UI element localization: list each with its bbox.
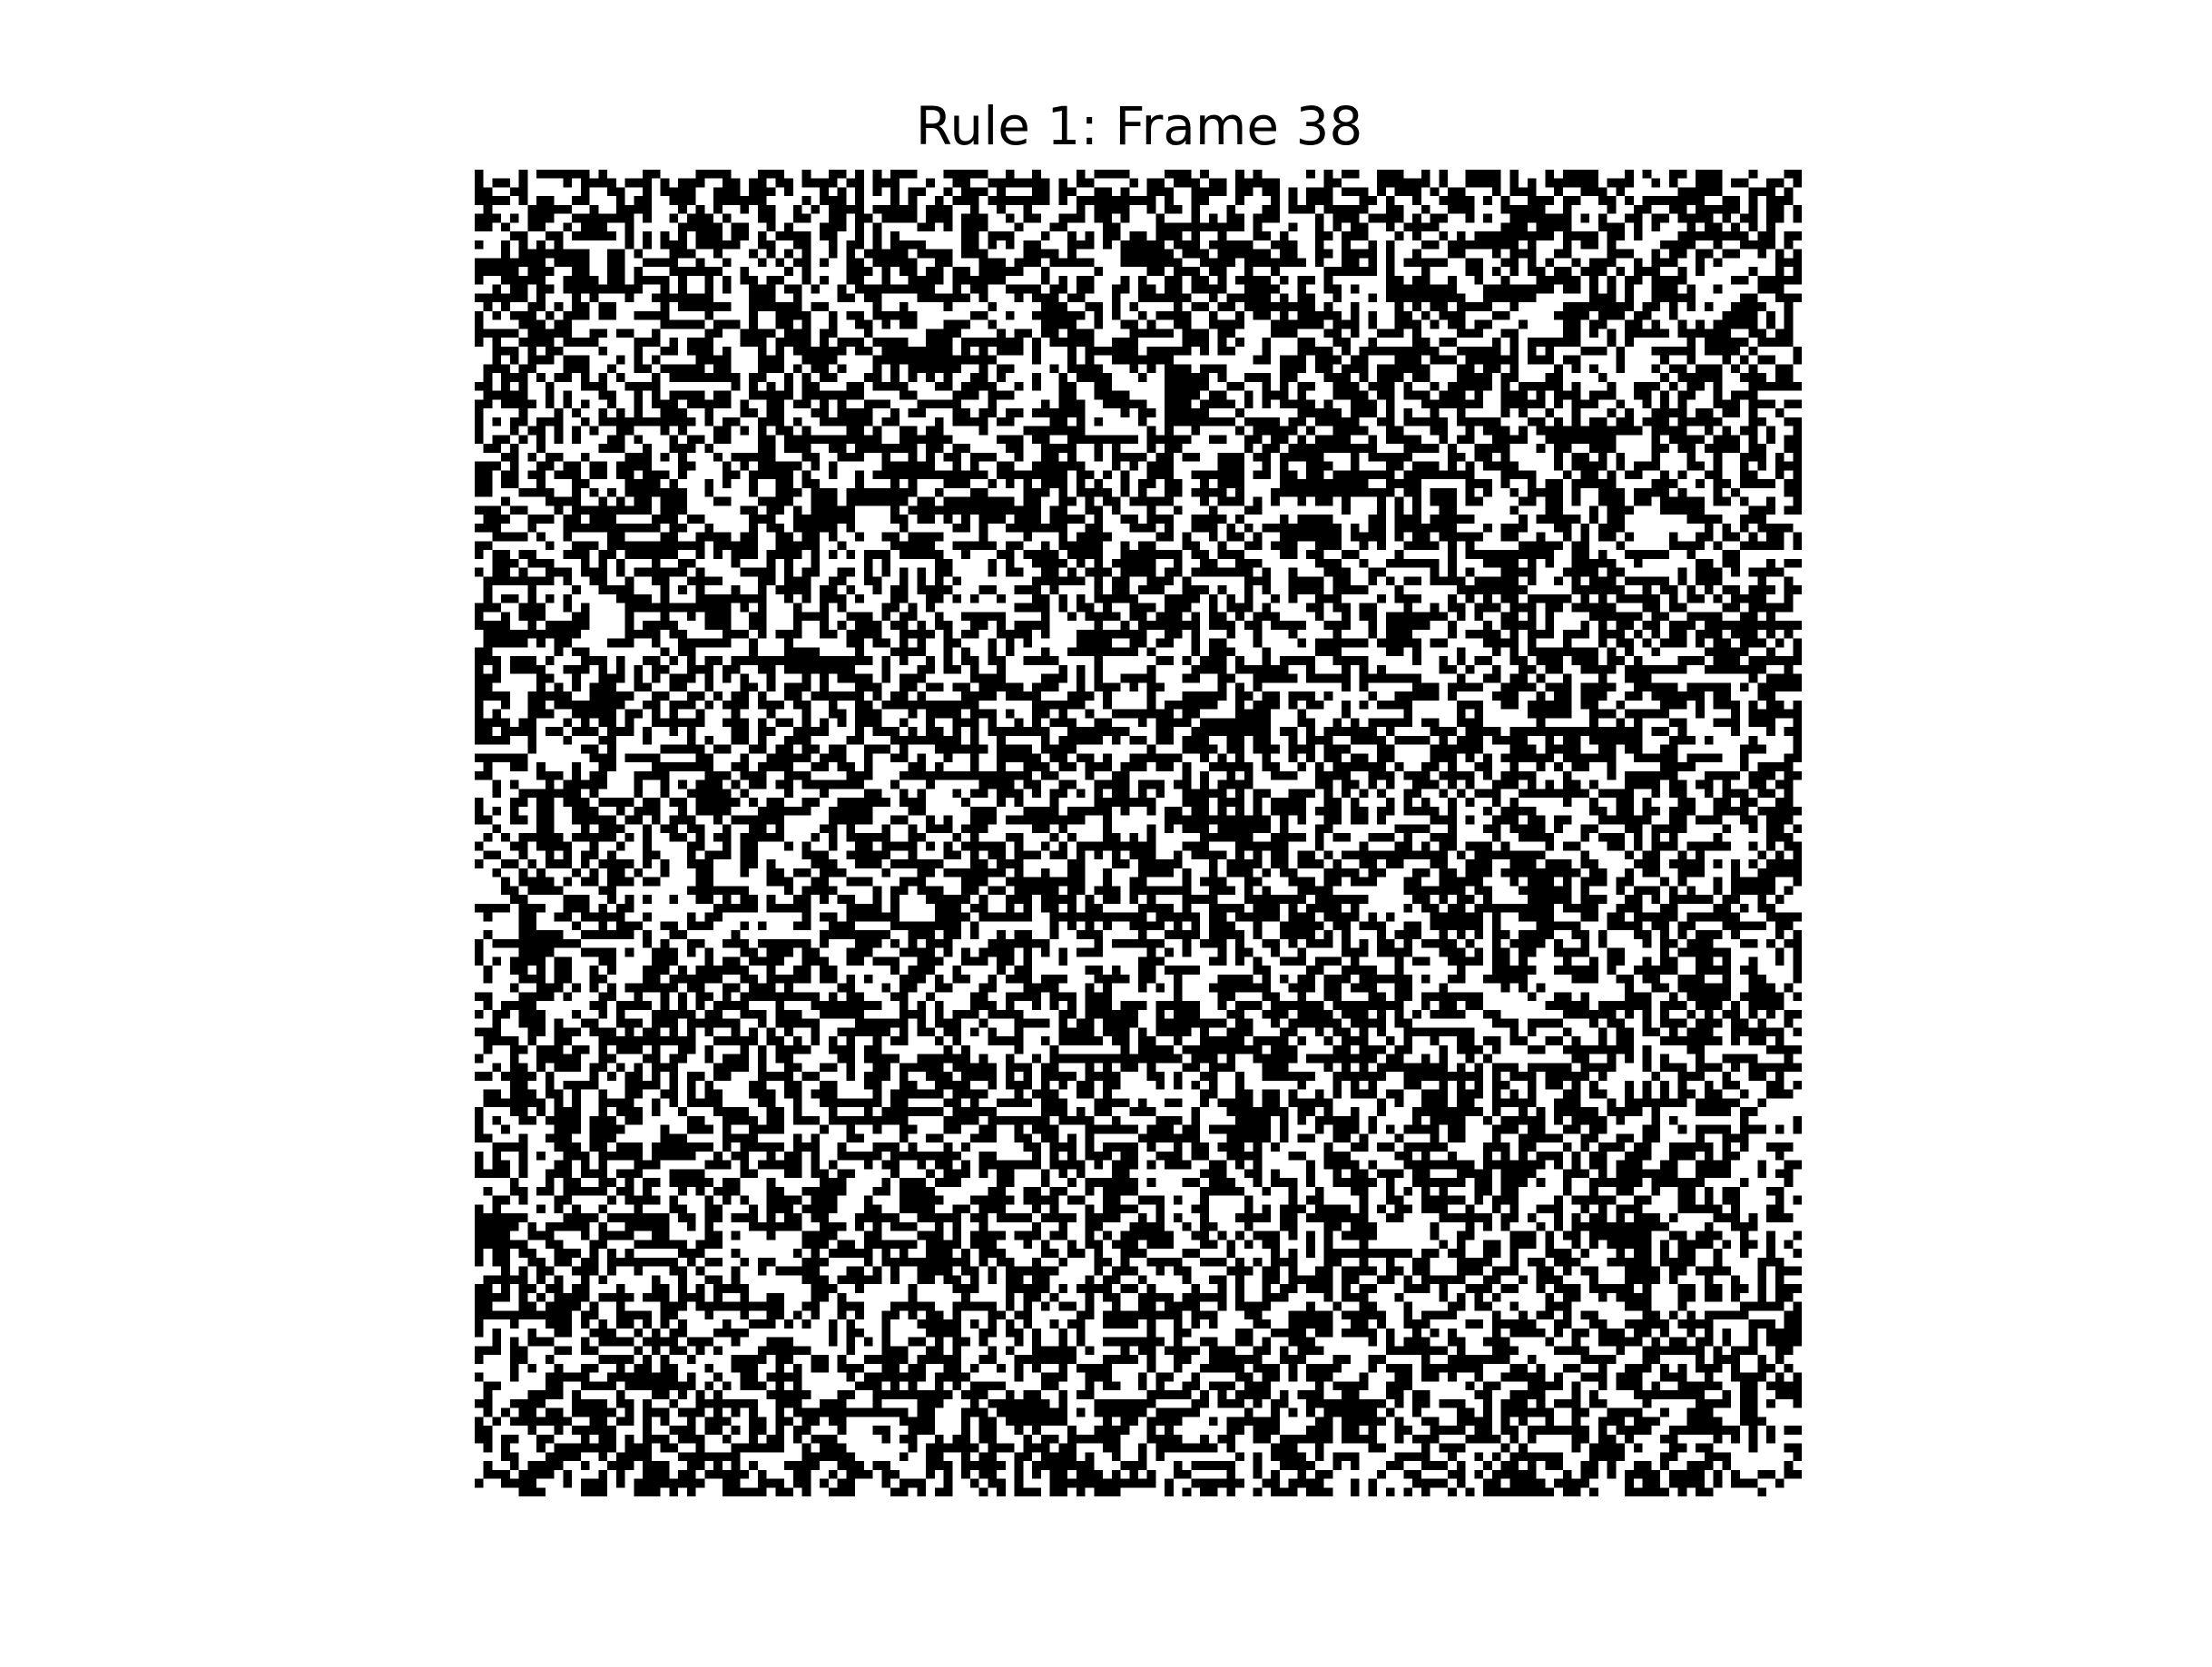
figure-title: Rule 1: Frame 38 xyxy=(915,95,1363,157)
cellular-automaton-grid xyxy=(475,170,1802,1496)
